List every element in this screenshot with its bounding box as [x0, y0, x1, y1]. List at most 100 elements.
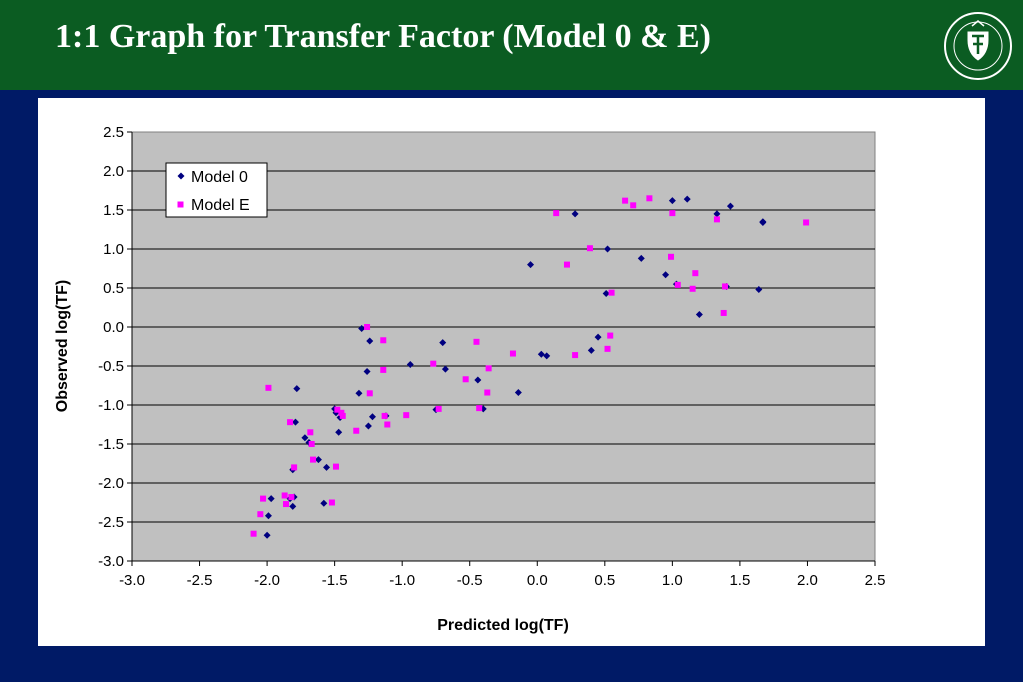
model0-point: [683, 195, 691, 203]
modelE-point: [485, 365, 492, 372]
modelE-point: [608, 289, 615, 296]
modelE-point: [328, 499, 335, 506]
modelE-point: [669, 210, 676, 217]
modelE-point: [563, 261, 570, 268]
x-tick-label: 1.5: [729, 572, 750, 589]
modelE-point: [604, 345, 611, 352]
model0-point: [355, 389, 363, 397]
model0-point: [441, 365, 449, 373]
y-tick-label: -0.5: [98, 358, 124, 375]
modelE-point: [308, 441, 315, 447]
model0-point: [301, 434, 309, 442]
modelE-point: [607, 332, 614, 339]
slide-title: 1:1 Graph for Transfer Factor (Model 0 &…: [55, 18, 711, 55]
model0-point: [314, 456, 322, 464]
model0-point: [527, 261, 535, 269]
x-tick-label: 2.5: [865, 572, 886, 589]
y-tick-label: -2.5: [98, 514, 124, 531]
y-tick-label: -1.5: [98, 436, 124, 453]
model0-point: [474, 376, 482, 384]
modelE-point: [462, 376, 469, 383]
model0-point: [713, 210, 721, 218]
modelE-point: [384, 421, 391, 428]
model0-point: [289, 502, 297, 510]
model0-point: [755, 286, 763, 294]
modelE-point: [403, 412, 410, 419]
model0-point: [543, 352, 551, 360]
modelE-point: [430, 360, 437, 367]
modelE-point: [260, 495, 267, 502]
x-tick-label: 0.0: [527, 572, 548, 589]
model0-point: [364, 422, 372, 430]
legend-modelE-label: Model E: [191, 197, 250, 214]
y-tick-label: 1.0: [103, 241, 124, 258]
modelE-point: [310, 456, 317, 463]
y-tick-label: 1.5: [103, 202, 124, 219]
x-tick-label: -2.0: [254, 572, 280, 589]
model0-point: [323, 463, 331, 471]
modelE-point: [381, 412, 388, 419]
legend-model0-marker: [177, 172, 185, 180]
model0-point: [291, 418, 299, 426]
chart-legend: Model 0 Model E: [165, 162, 268, 218]
modelE-point: [338, 409, 345, 416]
modelE-point: [250, 530, 257, 537]
model0-point: [293, 385, 301, 393]
model0-point: [759, 218, 767, 226]
modelE-point: [668, 253, 675, 260]
scatter-chart: 2.5 2.0 1.5 1.0 0.5 0.0 -0.5 -1.0 -1.5 -2.0 -2.5 -3…: [54, 124, 885, 634]
model0-point: [537, 350, 545, 358]
y-tick-label: 2.0: [103, 163, 124, 180]
modelE-point: [674, 281, 681, 288]
y-tick-label: 2.5: [103, 124, 124, 141]
x-tick-label: -0.5: [457, 572, 483, 589]
axes: 2.5 2.0 1.5 1.0 0.5 0.0 -0.5 -1.0 -1.5 -2.0 -2.5 -3…: [98, 124, 885, 589]
model0-point: [602, 289, 610, 297]
modelE-point: [720, 309, 727, 316]
modelE-point: [689, 285, 696, 292]
modelE-point: [307, 429, 314, 436]
model0-point: [264, 512, 272, 520]
modelE-point: [553, 210, 560, 217]
modelE-point: [380, 366, 387, 373]
modelE-point: [364, 324, 371, 330]
x-tick-label: 1.0: [662, 572, 683, 589]
modelE-point: [586, 245, 593, 252]
modelE-point: [630, 202, 637, 209]
model0-point: [363, 367, 371, 375]
modelE-point: [722, 283, 729, 290]
x-axis-title: Predicted log(TF): [437, 617, 569, 634]
model0-point: [604, 245, 612, 253]
modelE-point: [692, 270, 699, 277]
modelE-point: [509, 350, 516, 357]
modelE-point: [339, 412, 346, 419]
modelE-point: [265, 384, 272, 391]
modelE-point: [283, 501, 290, 508]
modelE-point: [473, 338, 480, 345]
gridlines: [132, 170, 875, 523]
x-tick-label: -1.5: [322, 572, 348, 589]
modelE-point: [281, 492, 288, 499]
title-bar: 1:1 Graph for Transfer Factor (Model 0 &…: [0, 0, 1023, 90]
model0-point: [368, 413, 376, 421]
model0-point: [366, 337, 374, 345]
modelE-point: [380, 337, 387, 344]
model0-point: [267, 495, 275, 503]
university-seal-icon: [944, 12, 1012, 80]
legend-model0-label: Model 0: [191, 169, 248, 186]
model0-point: [320, 499, 328, 507]
x-tick-label: 0.5: [594, 572, 615, 589]
model0-point: [662, 271, 670, 279]
x-tick-label: -1.0: [389, 572, 415, 589]
modelE-point: [287, 419, 294, 426]
modelE-point: [334, 406, 341, 413]
model0-point: [335, 428, 343, 436]
model0-point: [263, 531, 271, 539]
modelE-point: [435, 405, 442, 412]
modelE-point: [646, 195, 653, 202]
modelE-point: [366, 390, 373, 397]
y-axis-title: Observed log(TF): [54, 280, 71, 412]
modelE-point: [622, 197, 629, 204]
modelE-point: [291, 464, 298, 471]
model0-point: [439, 339, 447, 347]
